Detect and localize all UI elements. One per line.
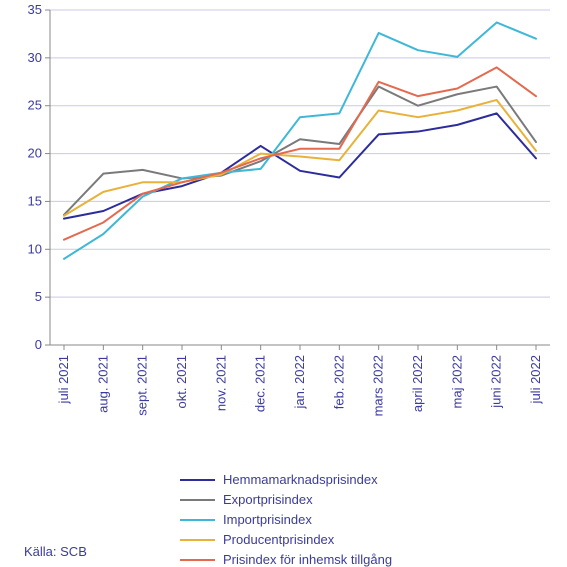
- legend-label: Exportprisindex: [223, 492, 313, 507]
- legend-label: Producentprisindex: [223, 532, 335, 547]
- x-tick-label: juli 2022: [528, 355, 543, 404]
- y-tick-label: 5: [35, 289, 42, 304]
- legend-label: Importprisindex: [223, 512, 312, 527]
- y-tick-label: 30: [28, 50, 42, 65]
- y-tick-label: 20: [28, 146, 42, 161]
- x-tick-label: april 2022: [410, 355, 425, 412]
- y-tick-label: 15: [28, 193, 42, 208]
- price-index-line-chart: 0 5 10 15 20 25 30 35 juli 2021 aug. 2021 sept. 2…: [0, 0, 567, 567]
- x-tick-label: sept. 2021: [135, 355, 150, 416]
- y-tick-label: 35: [28, 2, 42, 17]
- y-tick-label: 0: [35, 337, 42, 352]
- legend: Hemmamarknadsprisindex Exportprisindex Imp…: [180, 472, 392, 567]
- legend-label: Hemmamarknadsprisindex: [223, 472, 378, 487]
- x-tick-label: juni 2022: [489, 355, 504, 409]
- x-tick-label: maj 2022: [449, 355, 464, 408]
- source-label: Källa: SCB: [24, 544, 87, 559]
- x-tick-label: jan. 2022: [292, 355, 307, 410]
- x-tick-label: okt. 2021: [174, 355, 189, 409]
- x-tick-label: dec. 2021: [253, 355, 268, 412]
- y-tick-label: 25: [28, 98, 42, 113]
- x-tick-label: feb. 2022: [331, 355, 346, 409]
- y-tick-label: 10: [28, 241, 42, 256]
- x-tick-label: nov. 2021: [213, 355, 228, 411]
- x-tick-label: aug. 2021: [95, 355, 110, 413]
- x-tick-label: juli 2021: [56, 355, 71, 404]
- legend-label: Prisindex för inhemsk tillgång: [223, 552, 392, 567]
- x-tick-label: mars 2022: [371, 355, 386, 416]
